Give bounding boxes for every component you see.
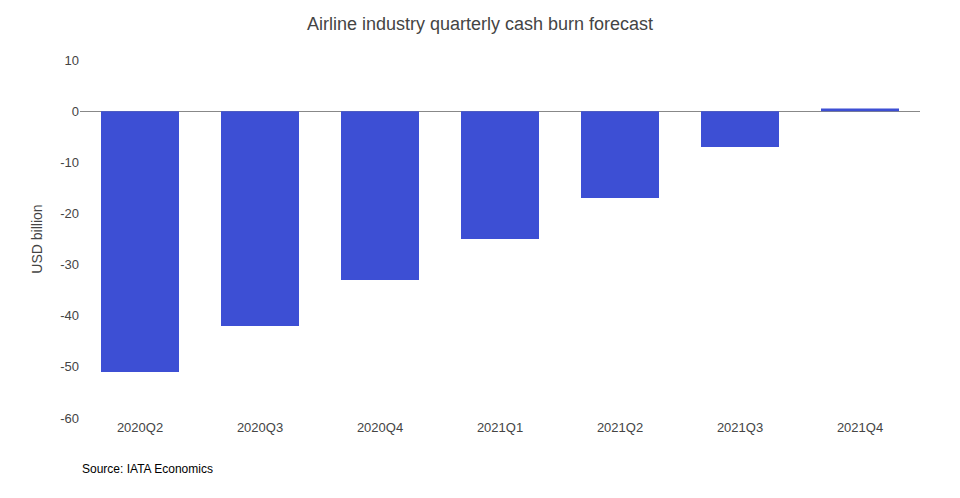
svg-text:USD billion: USD billion	[29, 204, 45, 273]
svg-text:Airline industry quarterly cas: Airline industry quarterly cash burn for…	[307, 14, 653, 34]
svg-text:2020Q2: 2020Q2	[117, 420, 163, 435]
svg-text:2021Q4: 2021Q4	[837, 420, 883, 435]
svg-text:-40: -40	[60, 308, 79, 323]
svg-text:2021Q3: 2021Q3	[717, 420, 763, 435]
svg-text:Source: IATA Economics: Source: IATA Economics	[82, 462, 213, 476]
svg-text:2021Q2: 2021Q2	[597, 420, 643, 435]
svg-text:-20: -20	[60, 206, 79, 221]
svg-text:2020Q4: 2020Q4	[357, 420, 403, 435]
svg-text:2021Q1: 2021Q1	[477, 420, 523, 435]
svg-text:-60: -60	[60, 411, 79, 426]
svg-text:-50: -50	[60, 359, 79, 374]
svg-text:0: 0	[72, 104, 79, 119]
svg-text:10: 10	[65, 53, 79, 68]
svg-text:2020Q3: 2020Q3	[237, 420, 283, 435]
svg-text:-10: -10	[60, 155, 79, 170]
svg-text:-30: -30	[60, 257, 79, 272]
